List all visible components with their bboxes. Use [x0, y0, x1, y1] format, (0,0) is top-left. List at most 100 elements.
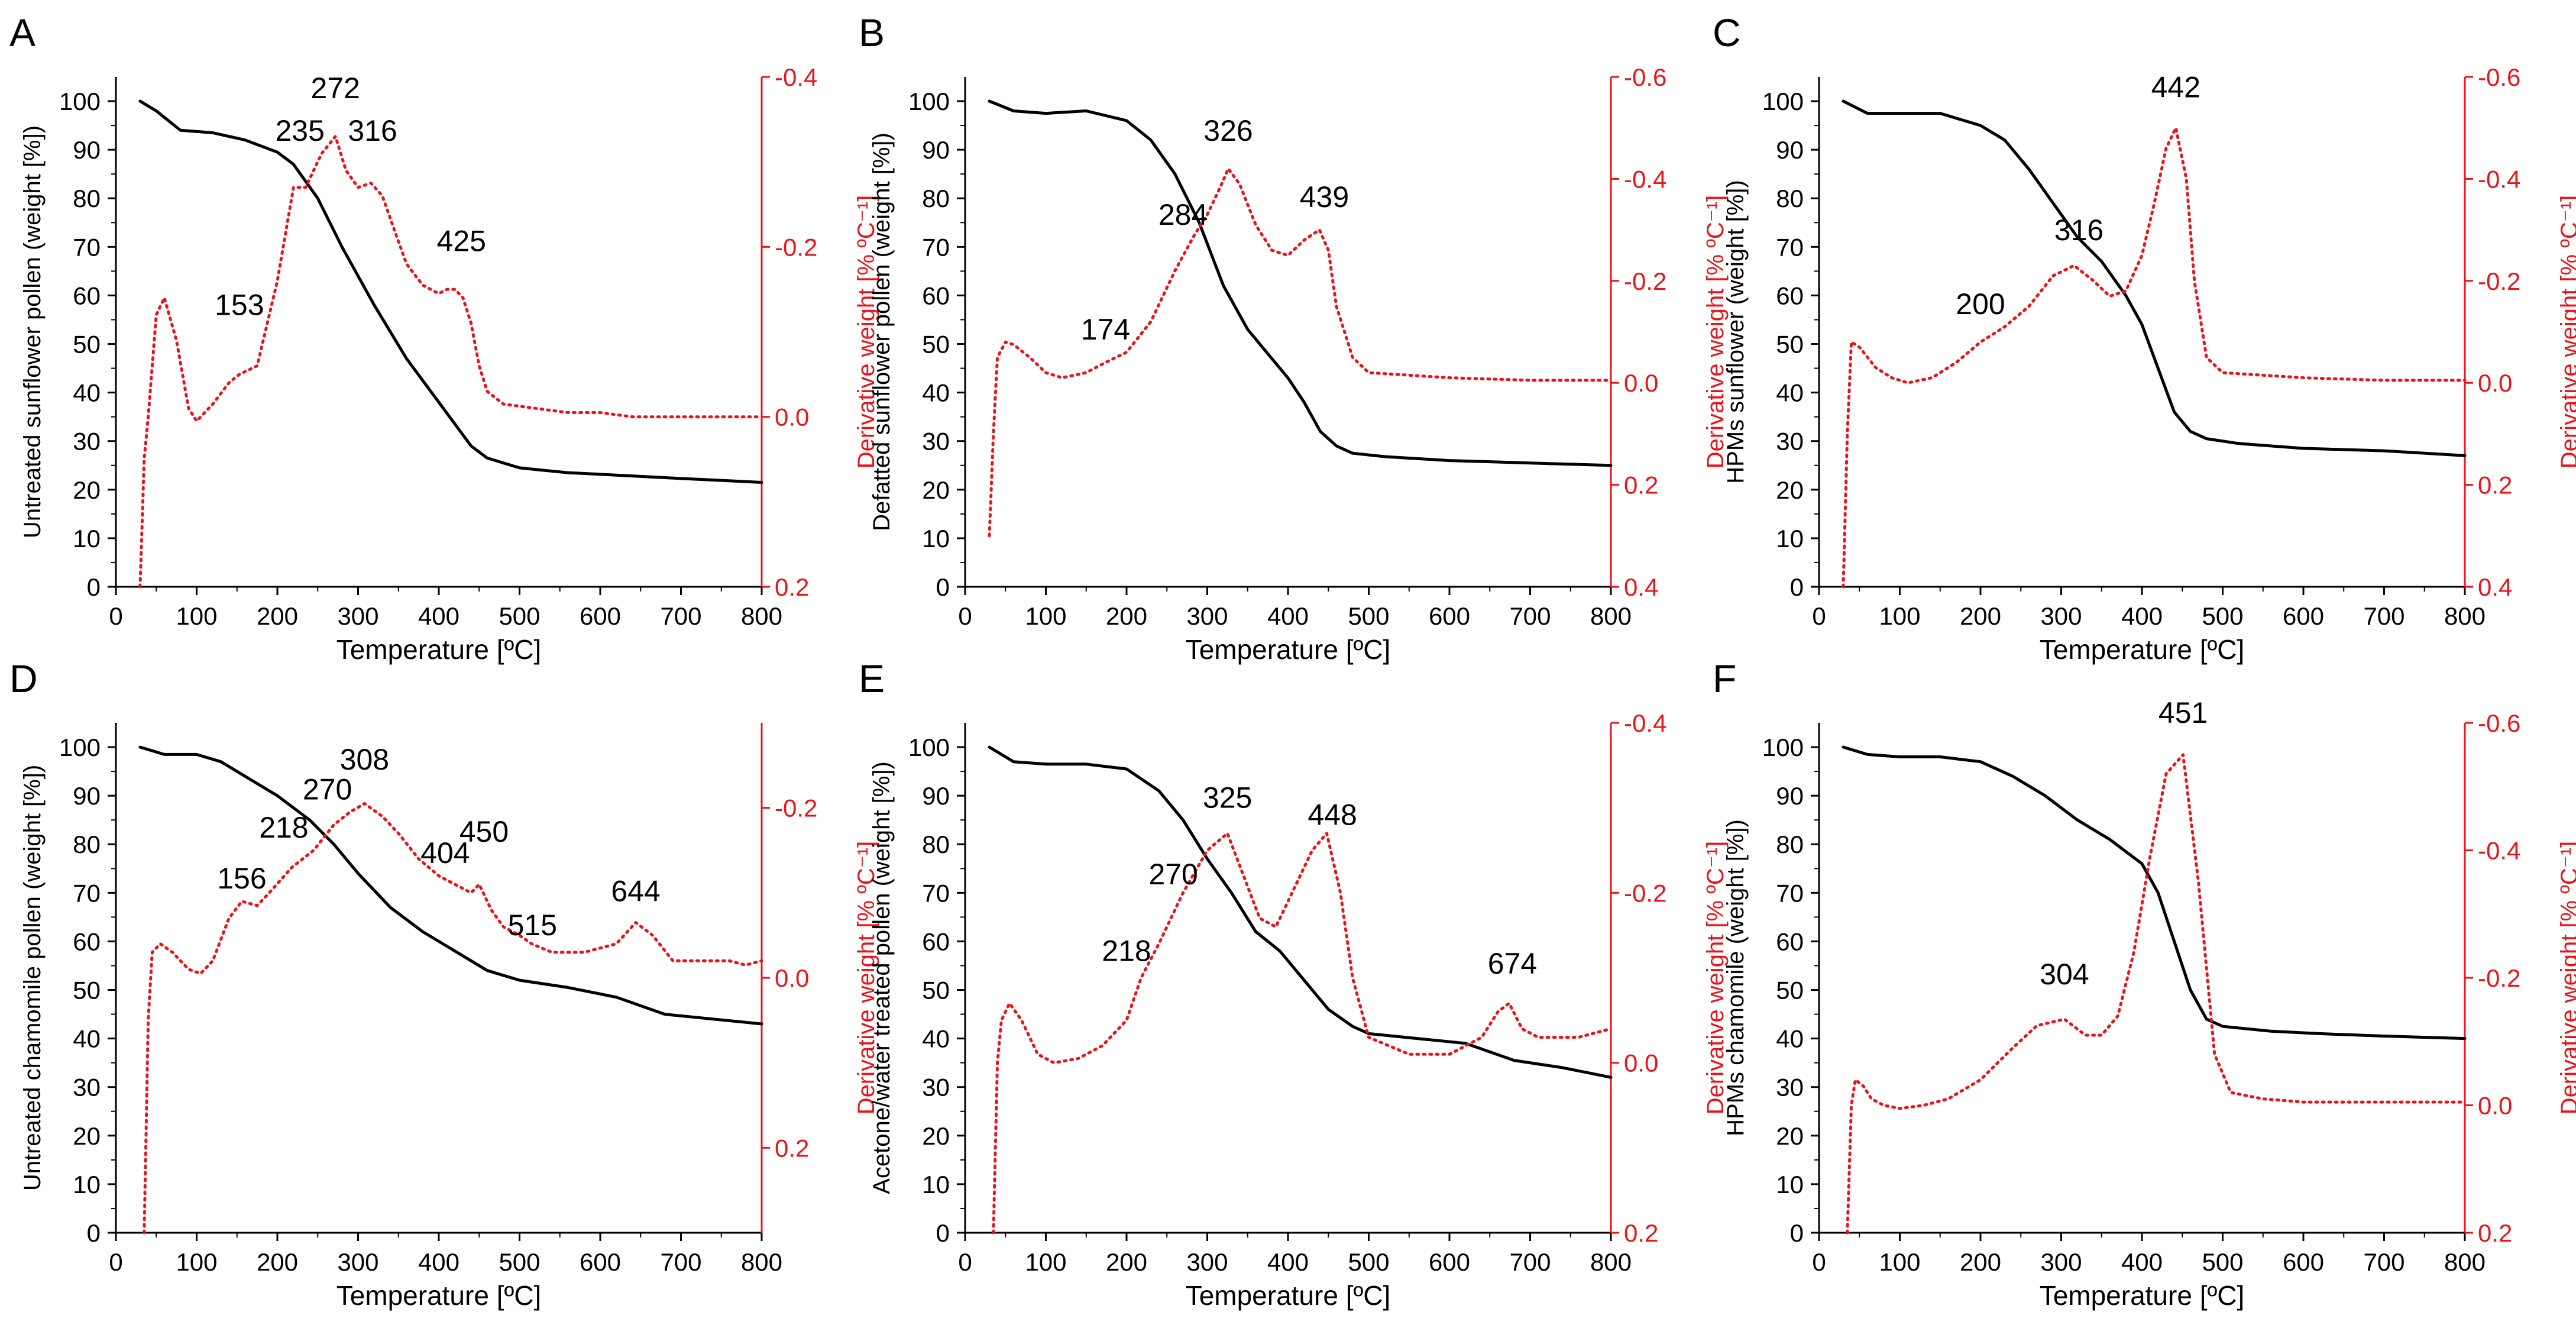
- y-tick-label: 90: [1776, 136, 1804, 164]
- y-tick-label: 0: [1790, 1219, 1804, 1247]
- x-tick-label: 600: [2283, 1248, 2324, 1276]
- peak-label: 270: [303, 773, 352, 806]
- y-tick-label: 50: [922, 977, 950, 1004]
- peak-label: 425: [437, 225, 486, 258]
- panel-letter: E: [859, 657, 885, 700]
- y-tick-label: 50: [73, 331, 101, 358]
- y2-tick-label: 0.2: [775, 573, 809, 601]
- x-tick-label: 0: [109, 1248, 122, 1276]
- peak-label: 644: [611, 875, 660, 908]
- peak-label: 270: [1148, 858, 1198, 891]
- y-tick-label: 60: [73, 928, 101, 955]
- peak-label: 674: [1488, 947, 1537, 980]
- y-tick-label: 30: [73, 1074, 101, 1101]
- peak-label: 284: [1158, 198, 1208, 231]
- x-tick-label: 200: [1960, 602, 2001, 630]
- x-tick-label: 400: [2121, 602, 2163, 630]
- derivative-curve: [1846, 753, 2467, 1235]
- peak-label: 404: [420, 836, 470, 870]
- y-axis-title: Untreated chamomile pollen (weight [%]): [20, 765, 46, 1191]
- y2-tick-label: 0.4: [2478, 573, 2512, 601]
- peak-label: 515: [508, 909, 557, 942]
- x-tick-label: 500: [499, 1248, 540, 1276]
- y2-tick-label: 0.4: [1624, 573, 1658, 601]
- y2-tick-label: -0.4: [2478, 165, 2520, 193]
- y-tick-label: 60: [73, 282, 101, 309]
- y-tick-label: 0: [87, 573, 101, 601]
- y-tick-label: 80: [73, 831, 101, 858]
- x-tick-label: 400: [418, 1248, 459, 1276]
- x-tick-label: 600: [1429, 1248, 1470, 1276]
- peak-label: 235: [276, 114, 325, 147]
- y2-tick-label: -0.2: [2478, 267, 2520, 295]
- x-tick-label: 0: [958, 602, 972, 630]
- y-tick-label: 0: [936, 1219, 950, 1247]
- x-tick-label: 500: [1348, 1248, 1389, 1276]
- y2-axis-title: Derivative weight [% ºC⁻¹]: [2556, 195, 2576, 469]
- chart-panel-A: A 0 100 200 300 400 500 600 700 800 0 10 20 30 40 50 60 7…: [9, 11, 879, 665]
- y-tick-label: 40: [922, 1025, 950, 1053]
- y-tick-label: 0: [936, 573, 950, 601]
- x-tick-label: 400: [2121, 1248, 2163, 1276]
- x-tick-label: 500: [1348, 602, 1389, 630]
- y2-tick-label: 0.0: [775, 403, 809, 431]
- y-tick-label: 80: [73, 185, 101, 212]
- x-tick-label: 800: [1590, 602, 1632, 630]
- y2-tick-label: -0.6: [1624, 63, 1666, 91]
- peak-label: 325: [1203, 781, 1252, 815]
- y-tick-label: 10: [922, 525, 950, 552]
- x-tick-label: 0: [109, 602, 122, 630]
- y-tick-label: 60: [1776, 282, 1804, 309]
- y2-tick-label: 0.0: [1624, 1049, 1658, 1077]
- y-tick-label: 40: [73, 379, 101, 407]
- weight-curve: [988, 99, 1613, 467]
- panel-letter: C: [1713, 11, 1741, 54]
- y2-tick-label: 0.2: [2478, 471, 2512, 499]
- x-tick-label: 100: [176, 1248, 217, 1276]
- y2-tick-label: -0.4: [775, 63, 817, 91]
- y2-axis-title: Derivative weight [% ºC⁻¹]: [2556, 841, 2576, 1115]
- y-tick-label: 100: [1762, 88, 1804, 115]
- weight-curve: [1842, 99, 2467, 457]
- y2-tick-label: 0.2: [1624, 1219, 1658, 1247]
- chart-panel-E: E 0 100 200 300 400 500 600 700 800 0 10 20 30 40 50 60 7…: [859, 657, 1729, 1311]
- x-tick-label: 700: [1509, 602, 1551, 630]
- y-tick-label: 0: [1790, 573, 1804, 601]
- peak-label: 451: [2158, 696, 2208, 729]
- x-tick-label: 700: [2363, 1248, 2405, 1276]
- x-tick-label: 500: [2202, 1248, 2243, 1276]
- x-axis-title: Temperature [ºC]: [2040, 634, 2245, 665]
- y-tick-label: 50: [922, 331, 950, 358]
- x-tick-label: 500: [2202, 602, 2243, 630]
- y-tick-label: 40: [73, 1025, 101, 1053]
- y-axis-title: HPMs sunflower (weight [%]): [1723, 180, 1749, 483]
- y2-axis-title: Derivative weight [% ºC⁻¹]: [1703, 195, 1729, 469]
- y-tick-label: 100: [59, 88, 101, 115]
- peak-label: 272: [311, 72, 360, 105]
- weight-curve: [988, 745, 1613, 1079]
- x-tick-label: 100: [1879, 602, 1920, 630]
- y-tick-label: 30: [922, 1074, 950, 1101]
- peak-label: 174: [1081, 313, 1130, 346]
- x-tick-label: 100: [1025, 1248, 1066, 1276]
- y2-tick-label: -0.2: [775, 233, 817, 261]
- x-tick-label: 100: [176, 602, 217, 630]
- peak-label: 218: [259, 811, 308, 844]
- weight-curve: [1842, 745, 2467, 1041]
- y-tick-label: 10: [1776, 525, 1804, 552]
- chart-panel-D: D 0 100 200 300 400 500 600 700 800 0 10 20 30 40 50 60 7…: [9, 657, 879, 1311]
- peak-label: 450: [459, 815, 509, 848]
- x-tick-label: 200: [257, 602, 298, 630]
- peak-label: 442: [2151, 70, 2200, 104]
- x-tick-label: 800: [1590, 1248, 1632, 1276]
- y-tick-label: 80: [1776, 831, 1804, 858]
- x-tick-label: 800: [741, 1248, 782, 1276]
- y2-tick-label: 0.2: [1624, 471, 1658, 499]
- y-axis-title: Untreated sunflower pollen (weight [%]): [20, 125, 46, 538]
- y-tick-label: 20: [1776, 1122, 1804, 1150]
- y-tick-label: 50: [1776, 331, 1804, 358]
- y-axis-title: Acetone/water treated pollen (weight [%]…: [869, 761, 895, 1194]
- panel-letter: F: [1713, 657, 1736, 700]
- y2-tick-label: -0.6: [2478, 709, 2520, 737]
